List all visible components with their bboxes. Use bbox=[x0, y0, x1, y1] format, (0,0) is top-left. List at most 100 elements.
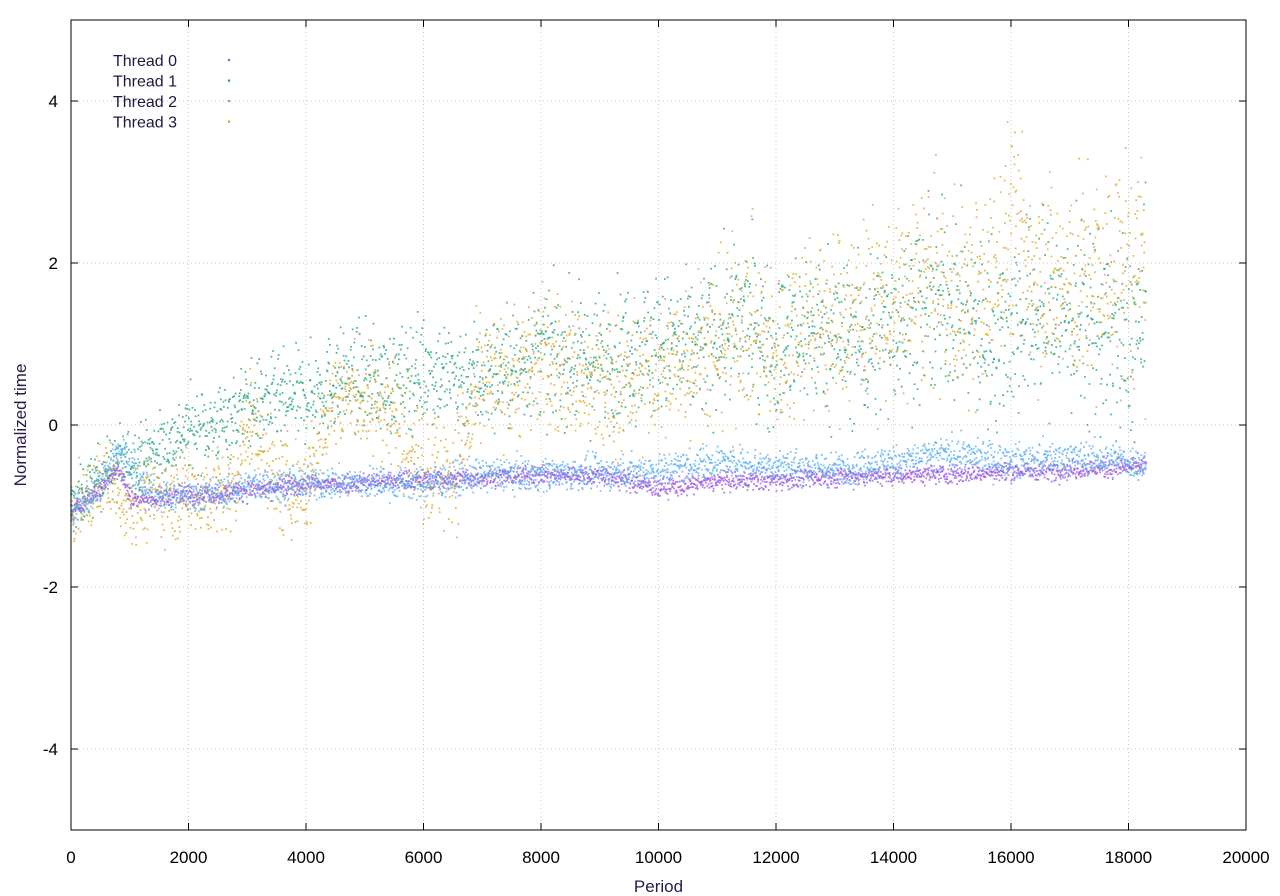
point bbox=[951, 324, 954, 327]
point bbox=[190, 424, 193, 426]
point bbox=[348, 366, 350, 369]
point bbox=[742, 350, 745, 352]
point bbox=[262, 401, 264, 403]
point bbox=[210, 417, 213, 419]
point bbox=[174, 452, 176, 455]
point bbox=[996, 305, 999, 308]
point bbox=[975, 309, 978, 312]
point bbox=[691, 367, 693, 370]
point bbox=[519, 369, 521, 372]
point bbox=[398, 344, 401, 346]
point bbox=[478, 397, 481, 400]
point bbox=[974, 322, 977, 325]
point bbox=[1130, 283, 1133, 286]
point bbox=[572, 390, 575, 393]
point bbox=[297, 502, 300, 505]
point bbox=[1048, 287, 1050, 290]
point bbox=[536, 418, 539, 421]
point bbox=[737, 301, 740, 304]
point bbox=[583, 401, 586, 404]
point bbox=[282, 345, 285, 348]
point bbox=[724, 296, 727, 299]
point bbox=[884, 348, 887, 351]
point bbox=[622, 317, 625, 319]
point bbox=[568, 272, 571, 274]
point bbox=[349, 377, 351, 380]
point bbox=[680, 403, 682, 406]
point bbox=[558, 376, 560, 379]
point bbox=[576, 379, 578, 382]
point bbox=[813, 325, 816, 328]
point bbox=[340, 379, 342, 382]
point bbox=[814, 339, 817, 342]
point bbox=[988, 325, 990, 328]
point bbox=[758, 403, 760, 406]
point bbox=[71, 512, 74, 515]
point bbox=[1017, 154, 1020, 156]
point bbox=[706, 375, 709, 377]
point bbox=[892, 301, 895, 304]
point bbox=[1028, 228, 1030, 231]
point bbox=[589, 356, 592, 359]
point bbox=[404, 392, 407, 394]
point bbox=[860, 348, 862, 350]
point bbox=[355, 393, 357, 396]
point bbox=[1092, 367, 1094, 370]
point bbox=[1019, 177, 1022, 180]
point bbox=[303, 393, 306, 396]
point bbox=[1111, 317, 1114, 320]
point bbox=[1007, 326, 1010, 329]
point bbox=[706, 323, 709, 326]
point bbox=[806, 317, 808, 319]
point bbox=[408, 368, 411, 370]
point bbox=[827, 334, 830, 337]
point bbox=[847, 339, 849, 341]
point bbox=[863, 369, 865, 372]
point bbox=[447, 472, 450, 474]
point bbox=[681, 367, 684, 370]
point bbox=[895, 350, 898, 353]
point bbox=[465, 442, 467, 445]
point bbox=[907, 235, 910, 237]
point bbox=[863, 281, 866, 284]
point bbox=[750, 344, 752, 346]
point bbox=[989, 281, 992, 283]
point bbox=[884, 306, 887, 308]
point bbox=[934, 308, 936, 310]
point bbox=[336, 344, 339, 347]
point bbox=[538, 413, 540, 416]
point bbox=[432, 408, 435, 411]
point bbox=[363, 391, 366, 394]
point bbox=[372, 375, 375, 378]
point bbox=[608, 348, 611, 350]
point bbox=[353, 396, 356, 398]
point bbox=[519, 373, 522, 376]
point bbox=[113, 501, 116, 504]
point bbox=[272, 378, 275, 381]
point bbox=[530, 361, 533, 364]
point bbox=[137, 483, 140, 486]
point bbox=[741, 319, 743, 321]
point bbox=[1049, 171, 1051, 174]
point bbox=[142, 528, 145, 531]
point bbox=[75, 526, 77, 528]
point bbox=[105, 447, 107, 449]
point bbox=[693, 382, 696, 385]
point bbox=[238, 480, 241, 483]
point bbox=[260, 373, 263, 375]
point bbox=[521, 358, 524, 360]
point bbox=[144, 418, 147, 421]
point bbox=[497, 403, 500, 405]
point bbox=[415, 443, 417, 446]
point bbox=[553, 384, 556, 386]
point bbox=[883, 334, 886, 336]
point bbox=[1051, 372, 1054, 374]
point bbox=[667, 338, 670, 341]
point bbox=[737, 355, 739, 358]
point bbox=[658, 303, 661, 306]
point bbox=[1027, 384, 1029, 387]
point bbox=[1062, 302, 1065, 305]
point bbox=[357, 390, 360, 392]
point bbox=[395, 409, 398, 412]
point bbox=[1062, 257, 1065, 259]
